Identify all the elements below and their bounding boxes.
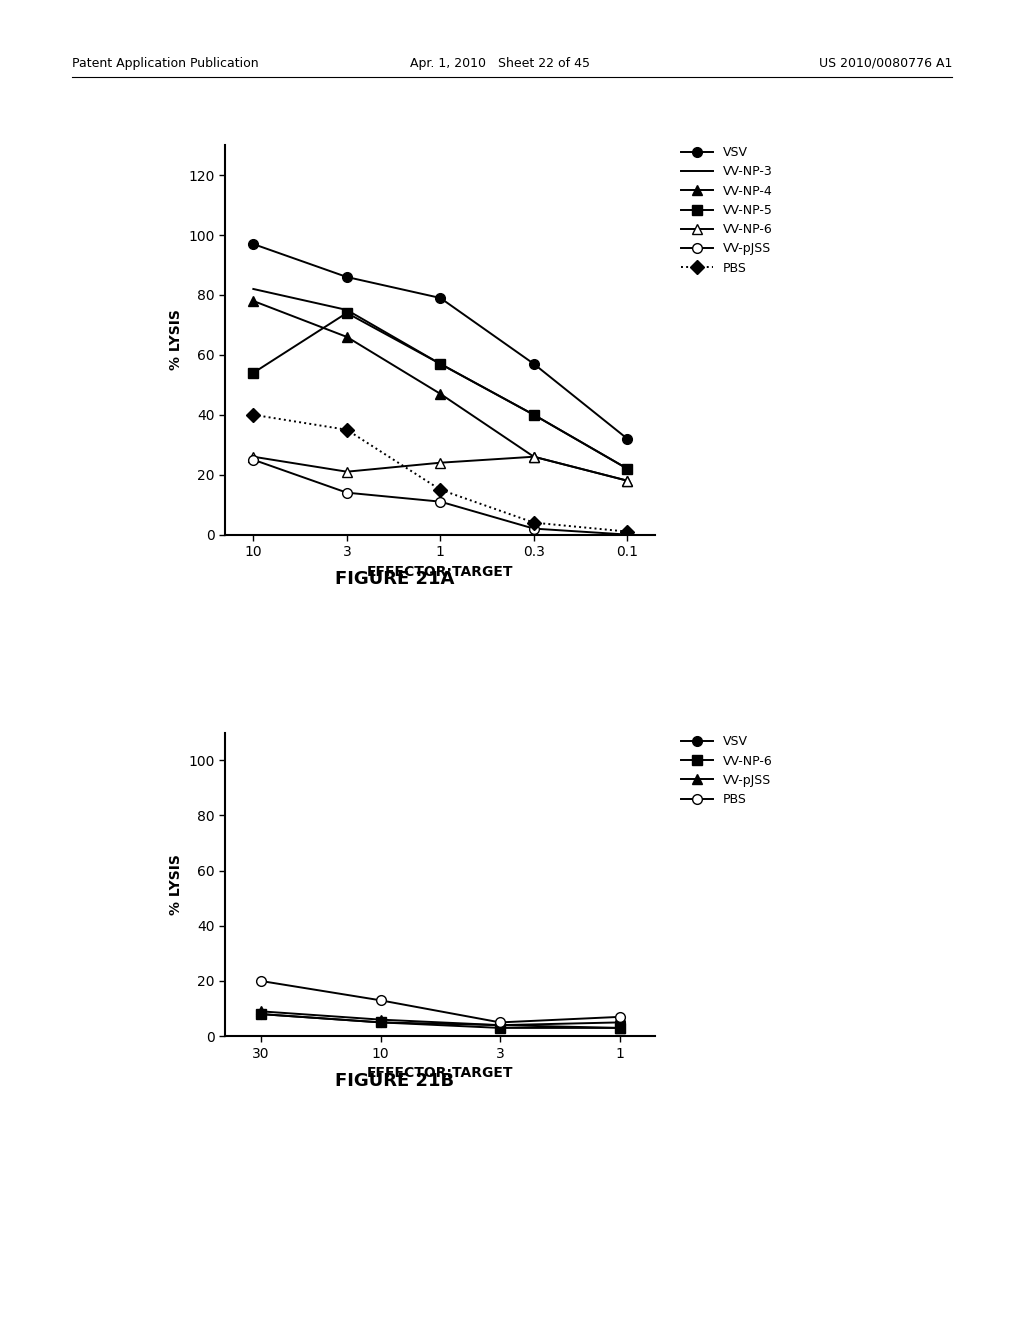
Text: FIGURE 21B: FIGURE 21B bbox=[335, 1072, 454, 1090]
VV-NP-3 bbox=[247, 281, 259, 297]
VV-NP-6 bbox=[527, 449, 540, 465]
X-axis label: EFFECTOR:TARGET: EFFECTOR:TARGET bbox=[367, 1067, 514, 1080]
Text: US 2010/0080776 A1: US 2010/0080776 A1 bbox=[819, 57, 952, 70]
PBS bbox=[341, 422, 353, 438]
PBS bbox=[375, 993, 387, 1008]
PBS bbox=[622, 524, 634, 540]
VV-NP-6 bbox=[341, 463, 353, 479]
VV-NP-4 bbox=[622, 473, 634, 488]
VV-NP-3 bbox=[527, 407, 540, 422]
Line: VV-NP-3: VV-NP-3 bbox=[253, 289, 628, 469]
VSV bbox=[255, 1006, 267, 1022]
X-axis label: EFFECTOR:TARGET: EFFECTOR:TARGET bbox=[367, 565, 514, 578]
PBS bbox=[255, 973, 267, 989]
Legend: VSV, VV-NP-6, VV-pJSS, PBS: VSV, VV-NP-6, VV-pJSS, PBS bbox=[679, 733, 775, 809]
VV-NP-6 bbox=[255, 1006, 267, 1022]
VSV bbox=[247, 236, 259, 252]
VSV bbox=[341, 269, 353, 285]
Line: VV-NP-5: VV-NP-5 bbox=[249, 308, 632, 474]
Line: VSV: VSV bbox=[249, 239, 632, 444]
VV-NP-3 bbox=[622, 461, 634, 477]
VSV bbox=[494, 1018, 506, 1034]
VV-pJSS bbox=[622, 527, 634, 543]
VV-NP-6 bbox=[247, 449, 259, 465]
VV-pJSS bbox=[613, 1020, 626, 1036]
VV-pJSS bbox=[527, 520, 540, 536]
VV-NP-4 bbox=[341, 329, 353, 345]
Line: VV-NP-6: VV-NP-6 bbox=[256, 1010, 625, 1032]
VV-NP-3 bbox=[341, 302, 353, 318]
Text: Apr. 1, 2010   Sheet 22 of 45: Apr. 1, 2010 Sheet 22 of 45 bbox=[410, 57, 590, 70]
Line: VV-pJSS: VV-pJSS bbox=[249, 455, 632, 540]
VV-pJSS bbox=[341, 484, 353, 500]
VSV bbox=[434, 290, 446, 306]
VV-NP-3 bbox=[434, 356, 446, 372]
VV-NP-5 bbox=[341, 305, 353, 321]
VV-pJSS bbox=[494, 1018, 506, 1034]
VV-NP-5 bbox=[434, 356, 446, 372]
VV-NP-4 bbox=[434, 385, 446, 401]
Line: VV-NP-6: VV-NP-6 bbox=[249, 451, 632, 486]
VV-NP-6 bbox=[622, 473, 634, 488]
VSV bbox=[527, 356, 540, 372]
PBS bbox=[527, 515, 540, 531]
PBS bbox=[494, 1015, 506, 1031]
VSV bbox=[375, 1015, 387, 1031]
VV-NP-4 bbox=[527, 449, 540, 465]
Line: PBS: PBS bbox=[249, 411, 632, 536]
VV-NP-5 bbox=[622, 461, 634, 477]
VV-pJSS bbox=[255, 1003, 267, 1019]
Y-axis label: % LYSIS: % LYSIS bbox=[169, 309, 183, 371]
VV-NP-6 bbox=[494, 1020, 506, 1036]
Text: FIGURE 21A: FIGURE 21A bbox=[335, 570, 454, 589]
Line: PBS: PBS bbox=[256, 975, 625, 1027]
Line: VV-NP-4: VV-NP-4 bbox=[249, 296, 632, 486]
VV-pJSS bbox=[247, 451, 259, 467]
Text: Patent Application Publication: Patent Application Publication bbox=[72, 57, 258, 70]
PBS bbox=[613, 1008, 626, 1024]
VV-NP-6 bbox=[613, 1020, 626, 1036]
PBS bbox=[434, 482, 446, 498]
VV-NP-4 bbox=[247, 293, 259, 309]
VV-NP-5 bbox=[247, 364, 259, 380]
VSV bbox=[613, 1015, 626, 1031]
VSV bbox=[622, 430, 634, 446]
VV-pJSS bbox=[375, 1011, 387, 1027]
VV-pJSS bbox=[434, 494, 446, 510]
VV-NP-6 bbox=[375, 1015, 387, 1031]
VV-NP-5 bbox=[527, 407, 540, 422]
Y-axis label: % LYSIS: % LYSIS bbox=[169, 854, 183, 915]
VV-NP-6 bbox=[434, 455, 446, 471]
PBS bbox=[247, 407, 259, 422]
Line: VV-pJSS: VV-pJSS bbox=[256, 1006, 625, 1032]
Legend: VSV, VV-NP-3, VV-NP-4, VV-NP-5, VV-NP-6, VV-pJSS, PBS: VSV, VV-NP-3, VV-NP-4, VV-NP-5, VV-NP-6,… bbox=[679, 144, 775, 277]
Line: VSV: VSV bbox=[256, 1010, 625, 1030]
